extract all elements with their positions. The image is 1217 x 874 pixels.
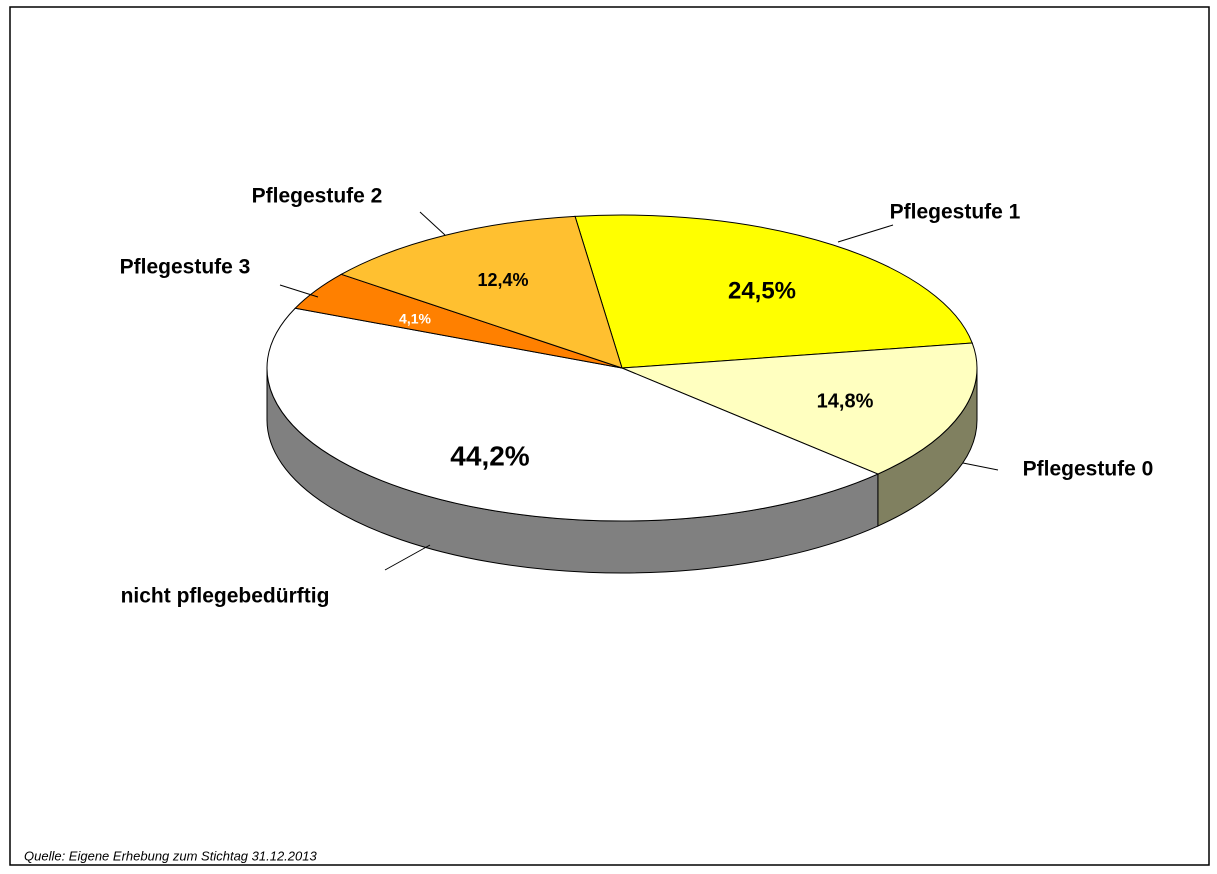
- leader-line: [279, 284, 319, 298]
- pie-slice: [621, 342, 978, 475]
- leader-line: [384, 544, 431, 571]
- category-label: Pflegestufe 3: [120, 256, 251, 279]
- category-label: Pflegestufe 2: [252, 185, 383, 208]
- category-label: Pflegestufe 1: [890, 201, 1021, 224]
- value-label: 44,2%: [450, 440, 529, 471]
- leader-line: [962, 462, 999, 471]
- value-label: 4,1%: [399, 311, 431, 327]
- value-label: 24,5%: [728, 277, 796, 304]
- leader-line: [419, 211, 446, 236]
- leader-line: [837, 224, 894, 243]
- value-label: 14,8%: [817, 390, 874, 412]
- source-note: Quelle: Eigene Erhebung zum Stichtag 31.…: [24, 848, 317, 863]
- pie-slice: [266, 307, 880, 522]
- category-label: Pflegestufe 0: [1023, 458, 1154, 481]
- value-label: 12,4%: [477, 270, 528, 290]
- pie-slice: [574, 214, 973, 369]
- category-label: nicht pflegebedürftig: [121, 585, 330, 608]
- pie-slice: [340, 215, 623, 369]
